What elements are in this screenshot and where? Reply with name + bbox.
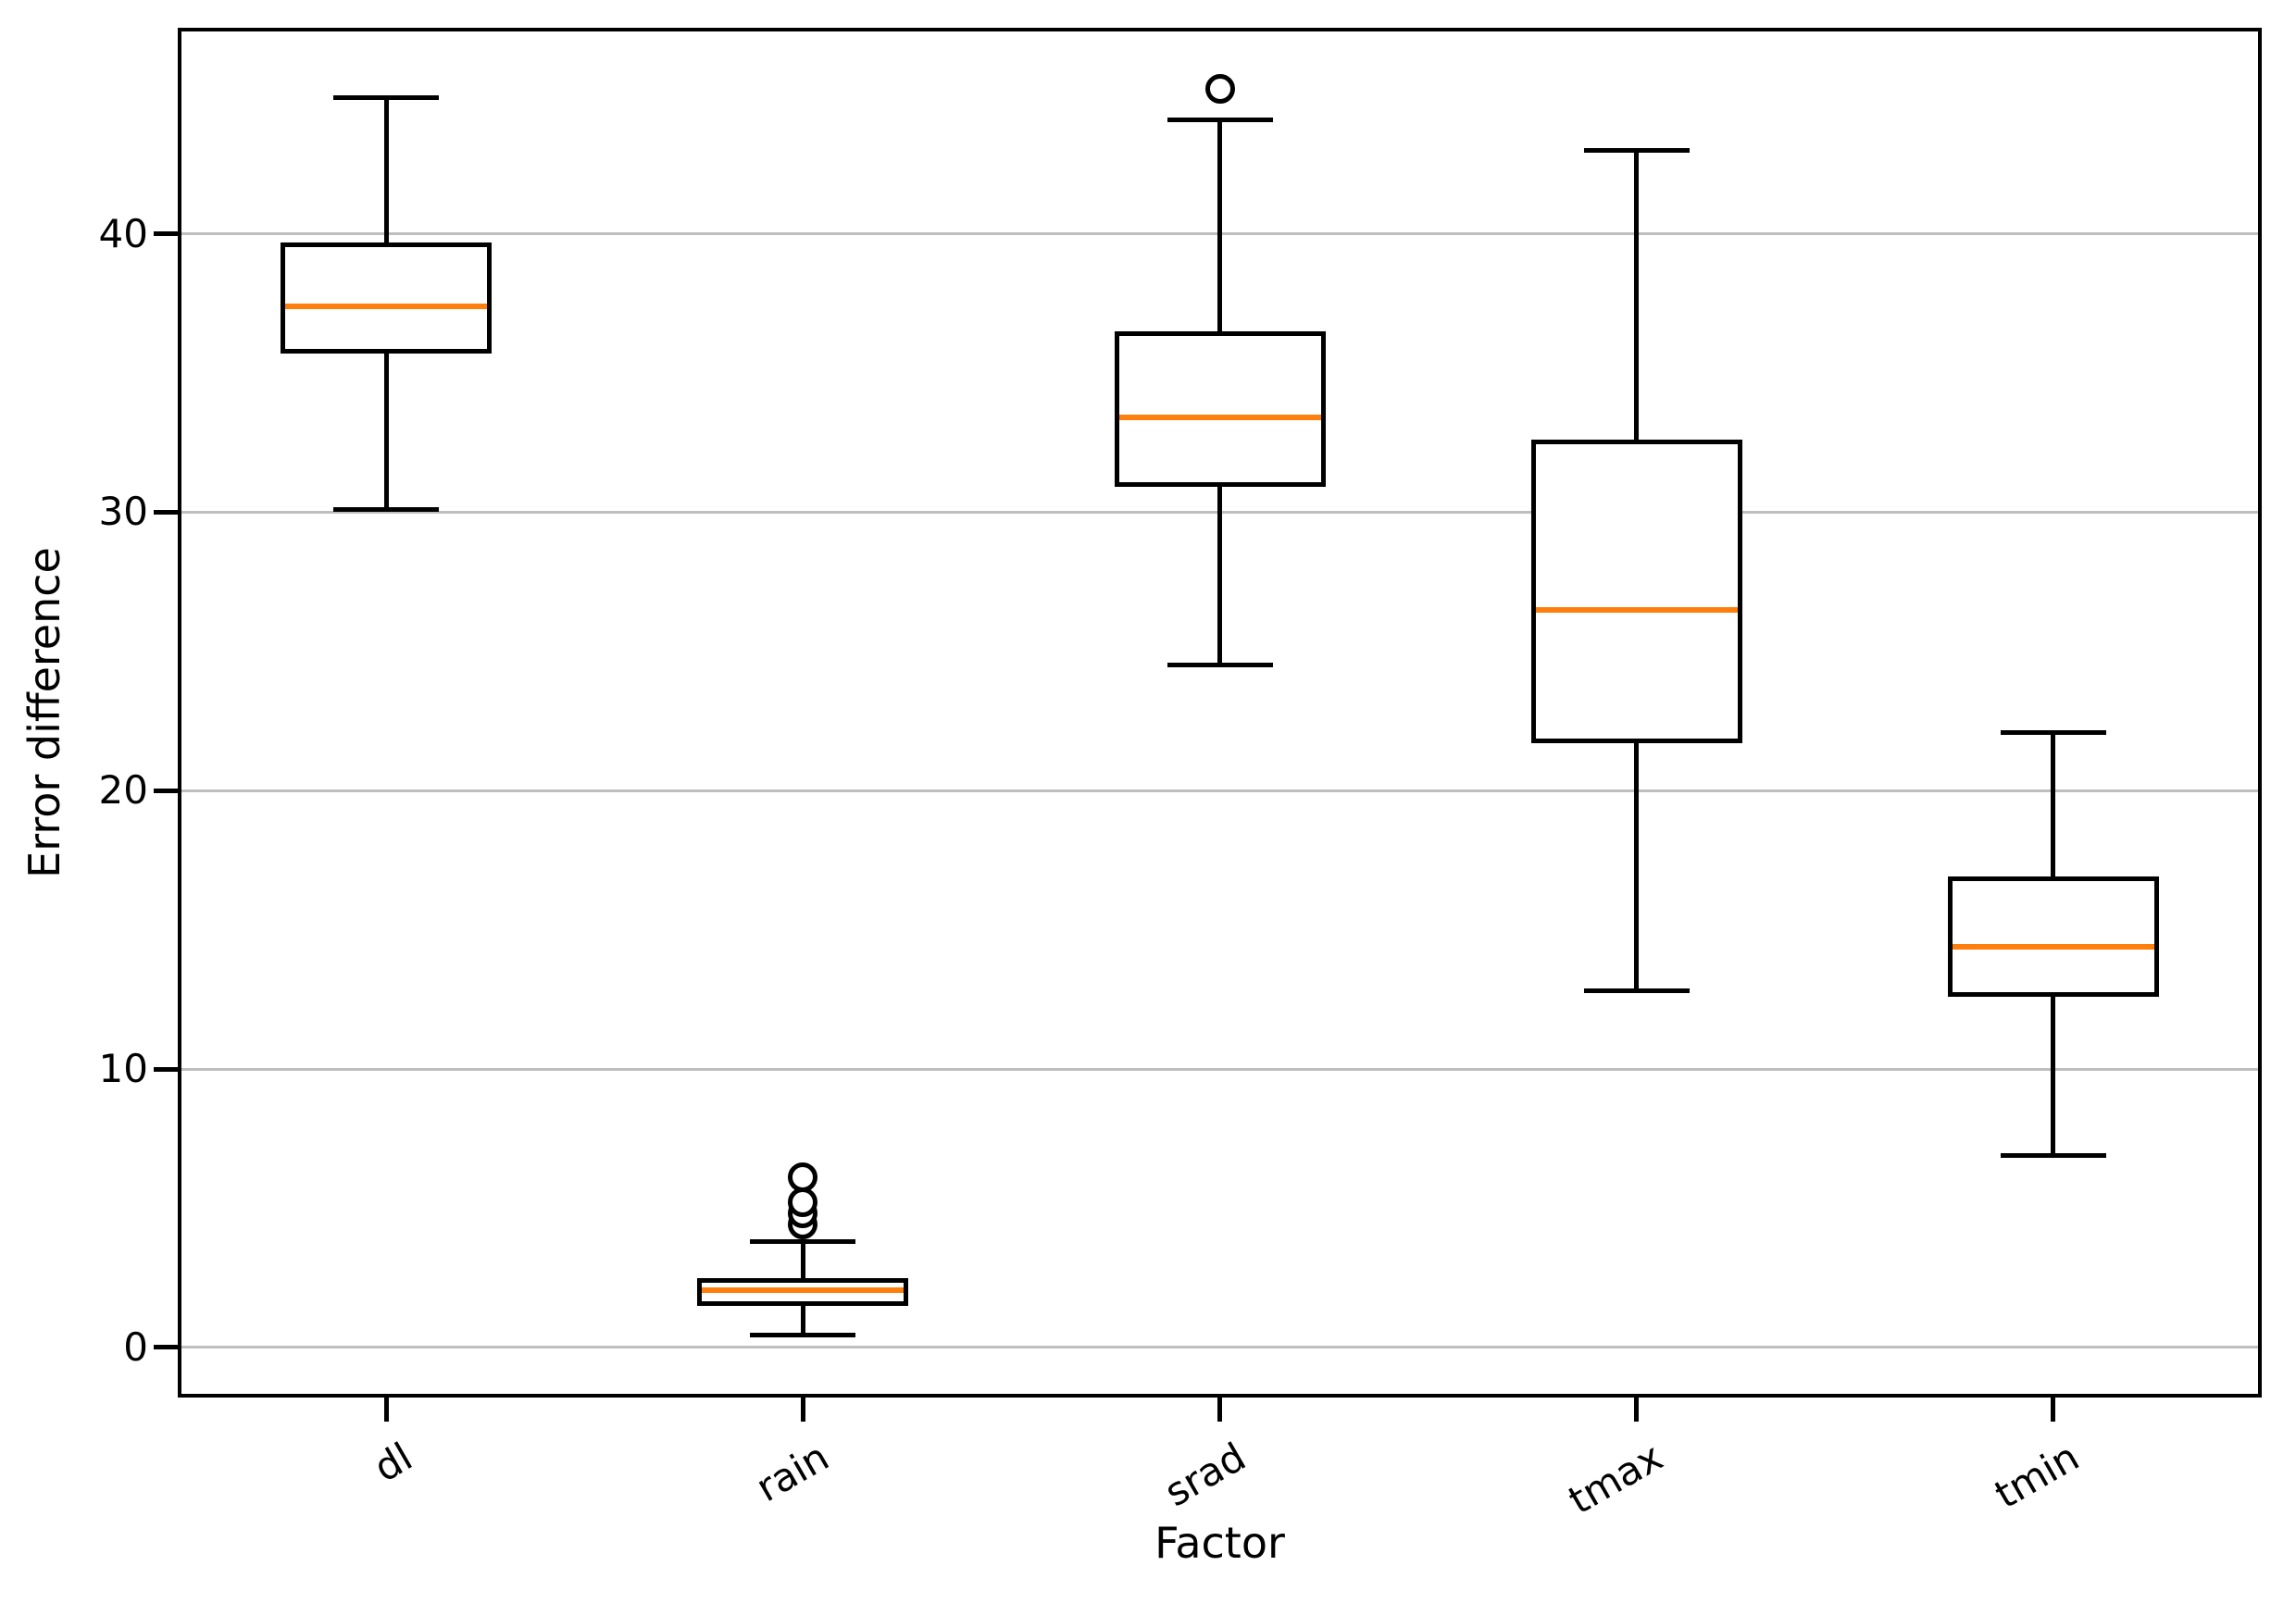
box-dl: [281, 242, 493, 354]
ytick-mark-0: [154, 1345, 178, 1350]
ytick-mark-30: [154, 509, 178, 515]
cap-dl-high: [333, 94, 440, 100]
cap-rain-low: [750, 1332, 856, 1337]
box-tmin: [1947, 876, 2159, 997]
cap-srad-high: [1167, 117, 1273, 122]
gridline-20: [178, 789, 2262, 792]
cap-dl-low: [333, 506, 440, 512]
whisker-tmin-upper: [2051, 732, 2056, 877]
whisker-rain-upper: [800, 1241, 805, 1278]
whisker-srad-upper: [1217, 119, 1222, 331]
outlier-rain-3: [788, 1162, 818, 1193]
plot-area: [178, 28, 2262, 1398]
ytick-mark-10: [154, 1066, 178, 1072]
cap-tmax-low: [1583, 988, 1690, 994]
ytick-label-10: 10: [98, 1046, 148, 1092]
xtick-mark-tmin: [2051, 1398, 2056, 1422]
xtick-mark-srad: [1217, 1398, 1222, 1422]
whisker-srad-lower: [1217, 487, 1222, 665]
ytick-label-20: 20: [98, 767, 148, 814]
gridline-10: [178, 1067, 2262, 1071]
xtick-mark-tmax: [1634, 1398, 1640, 1422]
whisker-dl-upper: [383, 97, 389, 242]
cap-tmin-high: [2000, 729, 2106, 735]
ytick-mark-40: [154, 231, 178, 237]
cap-tmin-low: [2000, 1152, 2106, 1158]
y-axis-title: Error difference: [19, 547, 69, 878]
median-srad: [1118, 415, 1321, 421]
whisker-tmax-lower: [1634, 743, 1640, 991]
box-srad: [1114, 330, 1326, 488]
xtick-mark-rain: [800, 1398, 805, 1422]
box-tmax: [1530, 440, 1742, 744]
median-tmin: [1952, 943, 2154, 950]
xtick-label-srad: srad: [1156, 1434, 1254, 1516]
xtick-label-tmin: tmin: [1987, 1434, 2087, 1518]
xtick-mark-dl: [383, 1398, 389, 1422]
xtick-label-rain: rain: [748, 1434, 837, 1511]
whisker-dl-lower: [383, 353, 389, 510]
cap-rain-high: [750, 1239, 856, 1245]
cap-tmax-high: [1583, 147, 1690, 153]
gridline-0: [178, 1346, 2262, 1349]
median-rain: [702, 1287, 905, 1294]
cap-srad-low: [1167, 663, 1273, 668]
xtick-label-dl: dl: [366, 1434, 420, 1491]
x-axis-title: Factor: [1154, 1518, 1285, 1568]
whisker-tmax-upper: [1634, 150, 1640, 441]
ytick-mark-20: [154, 788, 178, 793]
median-tmax: [1535, 606, 1738, 613]
ytick-label-40: 40: [98, 210, 148, 256]
xtick-label-tmax: tmax: [1560, 1434, 1670, 1523]
median-dl: [285, 303, 488, 309]
ytick-label-30: 30: [98, 489, 148, 535]
whisker-tmin-lower: [2051, 996, 2056, 1156]
ytick-label-0: 0: [123, 1323, 148, 1370]
outlier-srad-0: [1204, 74, 1235, 105]
whisker-rain-lower: [800, 1305, 805, 1336]
